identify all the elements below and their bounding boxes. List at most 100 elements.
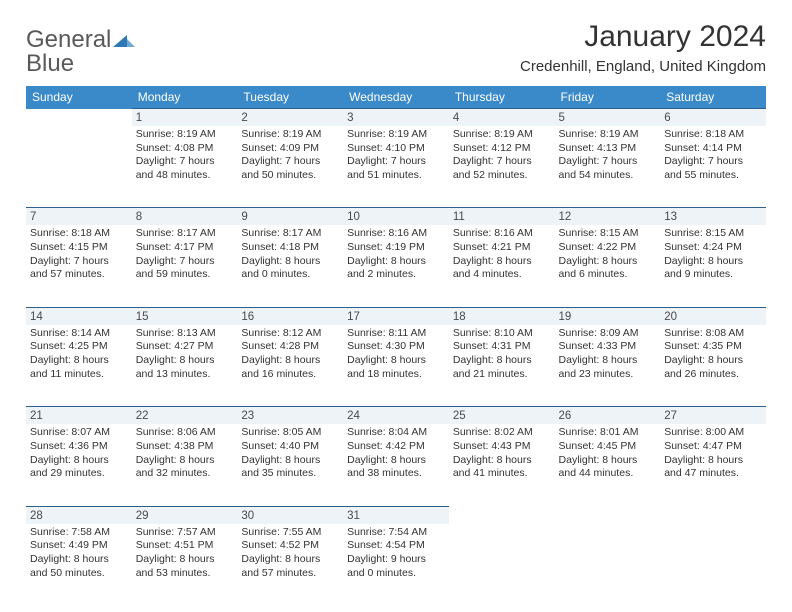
day-number-cell: 22 bbox=[132, 407, 238, 424]
day-number-cell: 5 bbox=[555, 109, 661, 126]
location: Credenhill, England, United Kingdom bbox=[520, 58, 766, 75]
weekday-header-row: SundayMondayTuesdayWednesdayThursdayFrid… bbox=[26, 86, 766, 109]
daylight-line-1: Daylight: 8 hours bbox=[241, 255, 339, 269]
daylight-line-1: Daylight: 8 hours bbox=[664, 354, 762, 368]
weekday-header: Friday bbox=[555, 86, 661, 109]
day-number-cell: 19 bbox=[555, 307, 661, 324]
sunset-line: Sunset: 4:36 PM bbox=[30, 440, 128, 454]
day-detail-cell: Sunrise: 8:11 AMSunset: 4:30 PMDaylight:… bbox=[343, 325, 449, 407]
day-detail-cell bbox=[660, 524, 766, 606]
sunrise-line: Sunrise: 8:14 AM bbox=[30, 327, 128, 341]
daylight-line-1: Daylight: 7 hours bbox=[453, 155, 551, 169]
daylight-line-1: Daylight: 8 hours bbox=[453, 255, 551, 269]
daylight-line-2: and 13 minutes. bbox=[136, 368, 234, 382]
daylight-line-2: and 4 minutes. bbox=[453, 268, 551, 282]
sunset-line: Sunset: 4:17 PM bbox=[136, 241, 234, 255]
daylight-line-1: Daylight: 8 hours bbox=[559, 255, 657, 269]
day-detail-cell: Sunrise: 8:04 AMSunset: 4:42 PMDaylight:… bbox=[343, 424, 449, 506]
daylight-line-1: Daylight: 7 hours bbox=[241, 155, 339, 169]
weekday-header: Thursday bbox=[449, 86, 555, 109]
daylight-line-1: Daylight: 7 hours bbox=[136, 155, 234, 169]
daylight-line-1: Daylight: 8 hours bbox=[559, 454, 657, 468]
day-number-cell: 17 bbox=[343, 307, 449, 324]
weekday-header: Tuesday bbox=[237, 86, 343, 109]
day-detail-cell: Sunrise: 8:19 AMSunset: 4:09 PMDaylight:… bbox=[237, 126, 343, 208]
daylight-line-2: and 44 minutes. bbox=[559, 467, 657, 481]
sunset-line: Sunset: 4:40 PM bbox=[241, 440, 339, 454]
day-number-row: 78910111213 bbox=[26, 208, 766, 225]
day-detail-cell: Sunrise: 8:16 AMSunset: 4:19 PMDaylight:… bbox=[343, 225, 449, 307]
day-detail-cell: Sunrise: 7:57 AMSunset: 4:51 PMDaylight:… bbox=[132, 524, 238, 606]
sunrise-line: Sunrise: 8:07 AM bbox=[30, 426, 128, 440]
day-number-cell: 24 bbox=[343, 407, 449, 424]
day-number-cell: 29 bbox=[132, 506, 238, 523]
daylight-line-1: Daylight: 7 hours bbox=[664, 155, 762, 169]
day-number-cell: 21 bbox=[26, 407, 132, 424]
day-number-row: 123456 bbox=[26, 109, 766, 126]
sunrise-line: Sunrise: 8:15 AM bbox=[559, 227, 657, 241]
sunrise-line: Sunrise: 8:11 AM bbox=[347, 327, 445, 341]
sunrise-line: Sunrise: 8:17 AM bbox=[241, 227, 339, 241]
sunset-line: Sunset: 4:33 PM bbox=[559, 340, 657, 354]
daylight-line-2: and 2 minutes. bbox=[347, 268, 445, 282]
daylight-line-2: and 26 minutes. bbox=[664, 368, 762, 382]
day-number-cell: 16 bbox=[237, 307, 343, 324]
day-detail-cell: Sunrise: 8:18 AMSunset: 4:14 PMDaylight:… bbox=[660, 126, 766, 208]
day-detail-cell: Sunrise: 7:58 AMSunset: 4:49 PMDaylight:… bbox=[26, 524, 132, 606]
day-number-cell: 10 bbox=[343, 208, 449, 225]
daylight-line-1: Daylight: 8 hours bbox=[347, 255, 445, 269]
daylight-line-2: and 32 minutes. bbox=[136, 467, 234, 481]
sunset-line: Sunset: 4:45 PM bbox=[559, 440, 657, 454]
sunrise-line: Sunrise: 8:04 AM bbox=[347, 426, 445, 440]
daylight-line-2: and 6 minutes. bbox=[559, 268, 657, 282]
day-detail-cell: Sunrise: 8:16 AMSunset: 4:21 PMDaylight:… bbox=[449, 225, 555, 307]
day-number-cell: 25 bbox=[449, 407, 555, 424]
day-detail-cell: Sunrise: 8:12 AMSunset: 4:28 PMDaylight:… bbox=[237, 325, 343, 407]
daylight-line-2: and 11 minutes. bbox=[30, 368, 128, 382]
daylight-line-1: Daylight: 8 hours bbox=[559, 354, 657, 368]
day-detail-cell: Sunrise: 8:15 AMSunset: 4:24 PMDaylight:… bbox=[660, 225, 766, 307]
daylight-line-2: and 47 minutes. bbox=[664, 467, 762, 481]
daylight-line-2: and 53 minutes. bbox=[136, 567, 234, 581]
daylight-line-1: Daylight: 8 hours bbox=[241, 354, 339, 368]
daylight-line-2: and 57 minutes. bbox=[241, 567, 339, 581]
daylight-line-2: and 50 minutes. bbox=[241, 169, 339, 183]
day-detail-cell: Sunrise: 8:13 AMSunset: 4:27 PMDaylight:… bbox=[132, 325, 238, 407]
daylight-line-1: Daylight: 8 hours bbox=[664, 255, 762, 269]
title-block: January 2024 Credenhill, England, United… bbox=[520, 20, 766, 75]
day-number-cell: 7 bbox=[26, 208, 132, 225]
day-detail-cell: Sunrise: 8:17 AMSunset: 4:17 PMDaylight:… bbox=[132, 225, 238, 307]
sunrise-line: Sunrise: 8:06 AM bbox=[136, 426, 234, 440]
daylight-line-1: Daylight: 8 hours bbox=[241, 553, 339, 567]
daylight-line-1: Daylight: 8 hours bbox=[347, 354, 445, 368]
sunset-line: Sunset: 4:38 PM bbox=[136, 440, 234, 454]
daylight-line-2: and 9 minutes. bbox=[664, 268, 762, 282]
sunset-line: Sunset: 4:12 PM bbox=[453, 142, 551, 156]
daylight-line-1: Daylight: 8 hours bbox=[30, 454, 128, 468]
day-detail-cell: Sunrise: 8:14 AMSunset: 4:25 PMDaylight:… bbox=[26, 325, 132, 407]
sunrise-line: Sunrise: 8:17 AM bbox=[136, 227, 234, 241]
daylight-line-2: and 52 minutes. bbox=[453, 169, 551, 183]
sunset-line: Sunset: 4:31 PM bbox=[453, 340, 551, 354]
daylight-line-1: Daylight: 8 hours bbox=[453, 454, 551, 468]
sunset-line: Sunset: 4:30 PM bbox=[347, 340, 445, 354]
daylight-line-1: Daylight: 8 hours bbox=[347, 454, 445, 468]
sunset-line: Sunset: 4:13 PM bbox=[559, 142, 657, 156]
weekday-header: Sunday bbox=[26, 86, 132, 109]
sunset-line: Sunset: 4:43 PM bbox=[453, 440, 551, 454]
day-number-cell bbox=[26, 109, 132, 126]
day-number-cell: 31 bbox=[343, 506, 449, 523]
weekday-header: Saturday bbox=[660, 86, 766, 109]
sunrise-line: Sunrise: 8:19 AM bbox=[559, 128, 657, 142]
day-number-row: 28293031 bbox=[26, 506, 766, 523]
day-detail-cell: Sunrise: 8:05 AMSunset: 4:40 PMDaylight:… bbox=[237, 424, 343, 506]
day-number-cell bbox=[660, 506, 766, 523]
day-detail-row: Sunrise: 7:58 AMSunset: 4:49 PMDaylight:… bbox=[26, 524, 766, 606]
daylight-line-1: Daylight: 8 hours bbox=[664, 454, 762, 468]
day-number-cell: 9 bbox=[237, 208, 343, 225]
logo-word1: General bbox=[26, 26, 111, 53]
sunset-line: Sunset: 4:21 PM bbox=[453, 241, 551, 255]
sunset-line: Sunset: 4:35 PM bbox=[664, 340, 762, 354]
daylight-line-2: and 0 minutes. bbox=[347, 567, 445, 581]
day-detail-row: Sunrise: 8:18 AMSunset: 4:15 PMDaylight:… bbox=[26, 225, 766, 307]
